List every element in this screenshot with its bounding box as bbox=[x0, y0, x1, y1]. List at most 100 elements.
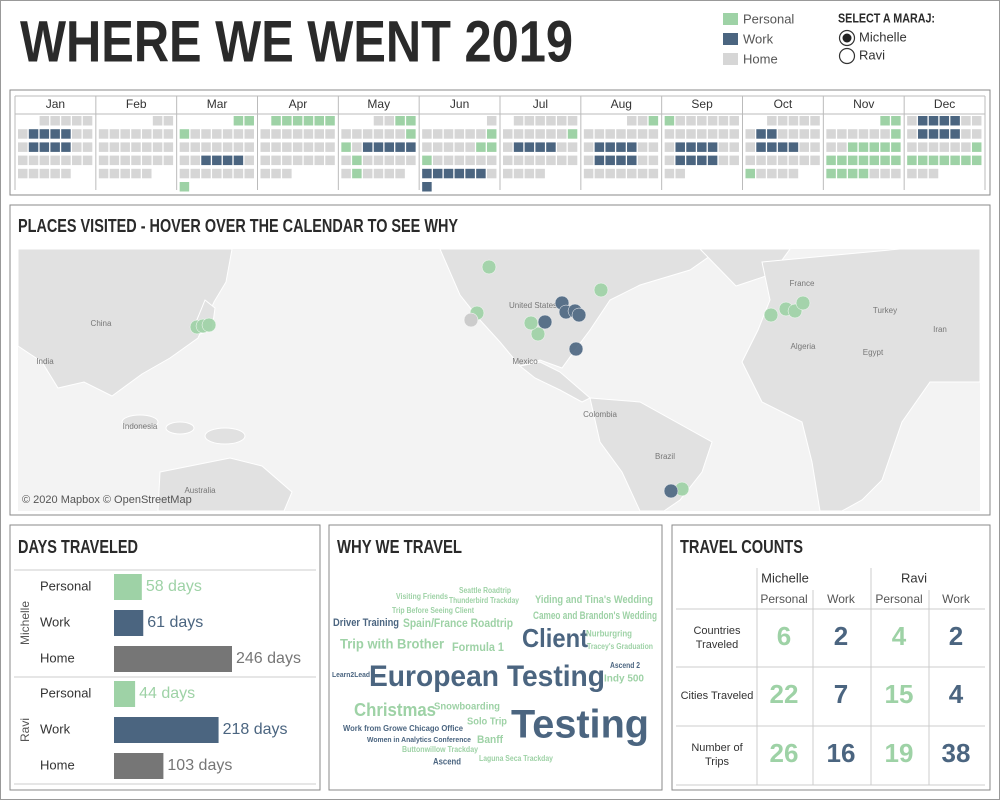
day-cell[interactable] bbox=[707, 116, 718, 126]
day-cell[interactable] bbox=[880, 168, 890, 179]
day-cell[interactable] bbox=[476, 155, 486, 166]
day-cell[interactable] bbox=[201, 155, 211, 166]
day-cell[interactable] bbox=[260, 168, 271, 179]
day-cell[interactable] bbox=[524, 168, 535, 179]
day-cell[interactable] bbox=[729, 155, 739, 166]
place-dot[interactable] bbox=[763, 307, 779, 323]
day-cell[interactable] bbox=[950, 129, 960, 139]
day-cell[interactable] bbox=[616, 142, 626, 152]
day-cell[interactable] bbox=[233, 168, 244, 179]
day-cell[interactable] bbox=[535, 155, 545, 166]
day-cell[interactable] bbox=[465, 155, 475, 166]
day-cell[interactable] bbox=[303, 155, 314, 166]
word[interactable]: Work from Growe Chicago Office bbox=[343, 724, 464, 733]
day-cell[interactable] bbox=[837, 142, 847, 152]
day-cell[interactable] bbox=[907, 129, 917, 139]
day-cell[interactable] bbox=[212, 142, 222, 152]
day-cell[interactable] bbox=[222, 155, 233, 166]
day-cell[interactable] bbox=[557, 142, 567, 152]
day-cell[interactable] bbox=[244, 116, 254, 126]
word[interactable]: Ascend 2 bbox=[610, 661, 640, 670]
day-cell[interactable] bbox=[352, 142, 362, 152]
day-cell[interactable] bbox=[72, 116, 82, 126]
day-cell[interactable] bbox=[395, 129, 405, 139]
day-cell[interactable] bbox=[637, 129, 648, 139]
day-cell[interactable] bbox=[454, 142, 465, 152]
day-cell[interactable] bbox=[524, 129, 535, 139]
day-cell[interactable] bbox=[535, 116, 545, 126]
day-cell[interactable] bbox=[847, 155, 858, 166]
day-cell[interactable] bbox=[788, 168, 799, 179]
day-cell[interactable] bbox=[395, 168, 405, 179]
day-cell[interactable] bbox=[395, 142, 405, 152]
day-cell[interactable] bbox=[325, 116, 335, 126]
day-cell[interactable] bbox=[535, 168, 545, 179]
day-cell[interactable] bbox=[384, 142, 395, 152]
word[interactable]: Laguna Seca Trackday bbox=[479, 754, 553, 763]
day-cell[interactable] bbox=[729, 142, 739, 152]
day-cell[interactable] bbox=[718, 129, 729, 139]
day-cell[interactable] bbox=[788, 142, 799, 152]
day-cell[interactable] bbox=[745, 129, 756, 139]
day-cell[interactable] bbox=[707, 142, 718, 152]
day-cell[interactable] bbox=[907, 142, 917, 152]
day-cell[interactable] bbox=[201, 142, 211, 152]
day-cell[interactable] bbox=[222, 142, 233, 152]
day-cell[interactable] bbox=[373, 168, 384, 179]
place-dot[interactable] bbox=[571, 307, 587, 323]
day-cell[interactable] bbox=[395, 116, 405, 126]
day-cell[interactable] bbox=[880, 116, 890, 126]
day-cell[interactable] bbox=[869, 155, 880, 166]
word[interactable]: Client bbox=[522, 623, 588, 653]
day-cell[interactable] bbox=[567, 116, 578, 126]
day-cell[interactable] bbox=[465, 129, 475, 139]
day-cell[interactable] bbox=[271, 129, 281, 139]
day-cell[interactable] bbox=[917, 155, 928, 166]
day-cell[interactable] bbox=[98, 129, 109, 139]
word[interactable]: Driver Training bbox=[333, 617, 399, 629]
day-cell[interactable] bbox=[513, 168, 524, 179]
day-cell[interactable] bbox=[465, 142, 475, 152]
day-cell[interactable] bbox=[233, 116, 244, 126]
day-cell[interactable] bbox=[858, 142, 869, 152]
day-cell[interactable] bbox=[28, 155, 39, 166]
day-cell[interactable] bbox=[745, 142, 756, 152]
day-cell[interactable] bbox=[244, 168, 254, 179]
day-cell[interactable] bbox=[292, 155, 303, 166]
day-cell[interactable] bbox=[810, 142, 820, 152]
day-cell[interactable] bbox=[260, 155, 271, 166]
day-cell[interactable] bbox=[869, 129, 880, 139]
day-cell[interactable] bbox=[686, 116, 696, 126]
day-cell[interactable] bbox=[432, 168, 443, 179]
day-cell[interactable] bbox=[756, 142, 766, 152]
day-cell[interactable] bbox=[907, 168, 917, 179]
day-cell[interactable] bbox=[152, 129, 163, 139]
day-cell[interactable] bbox=[567, 129, 578, 139]
day-cell[interactable] bbox=[212, 129, 222, 139]
day-cell[interactable] bbox=[131, 142, 141, 152]
day-cell[interactable] bbox=[648, 168, 659, 179]
day-cell[interactable] bbox=[271, 142, 281, 152]
day-cell[interactable] bbox=[325, 129, 335, 139]
word[interactable]: Trip with Brother bbox=[340, 636, 445, 652]
day-cell[interactable] bbox=[788, 129, 799, 139]
day-cell[interactable] bbox=[432, 155, 443, 166]
day-cell[interactable] bbox=[961, 142, 971, 152]
day-cell[interactable] bbox=[869, 168, 880, 179]
day-cell[interactable] bbox=[594, 129, 605, 139]
day-cell[interactable] bbox=[72, 155, 82, 166]
day-cell[interactable] bbox=[627, 116, 637, 126]
day-cell[interactable] bbox=[50, 116, 60, 126]
day-cell[interactable] bbox=[648, 142, 659, 152]
day-cell[interactable] bbox=[120, 129, 130, 139]
place-dot[interactable] bbox=[663, 483, 679, 499]
day-cell[interactable] bbox=[535, 142, 545, 152]
day-cell[interactable] bbox=[190, 142, 200, 152]
day-cell[interactable] bbox=[524, 155, 535, 166]
day-cell[interactable] bbox=[384, 116, 395, 126]
day-cell[interactable] bbox=[557, 116, 567, 126]
day-cell[interactable] bbox=[18, 129, 28, 139]
word[interactable]: European Testing bbox=[369, 660, 605, 693]
day-cell[interactable] bbox=[314, 155, 325, 166]
day-cell[interactable] bbox=[826, 142, 836, 152]
